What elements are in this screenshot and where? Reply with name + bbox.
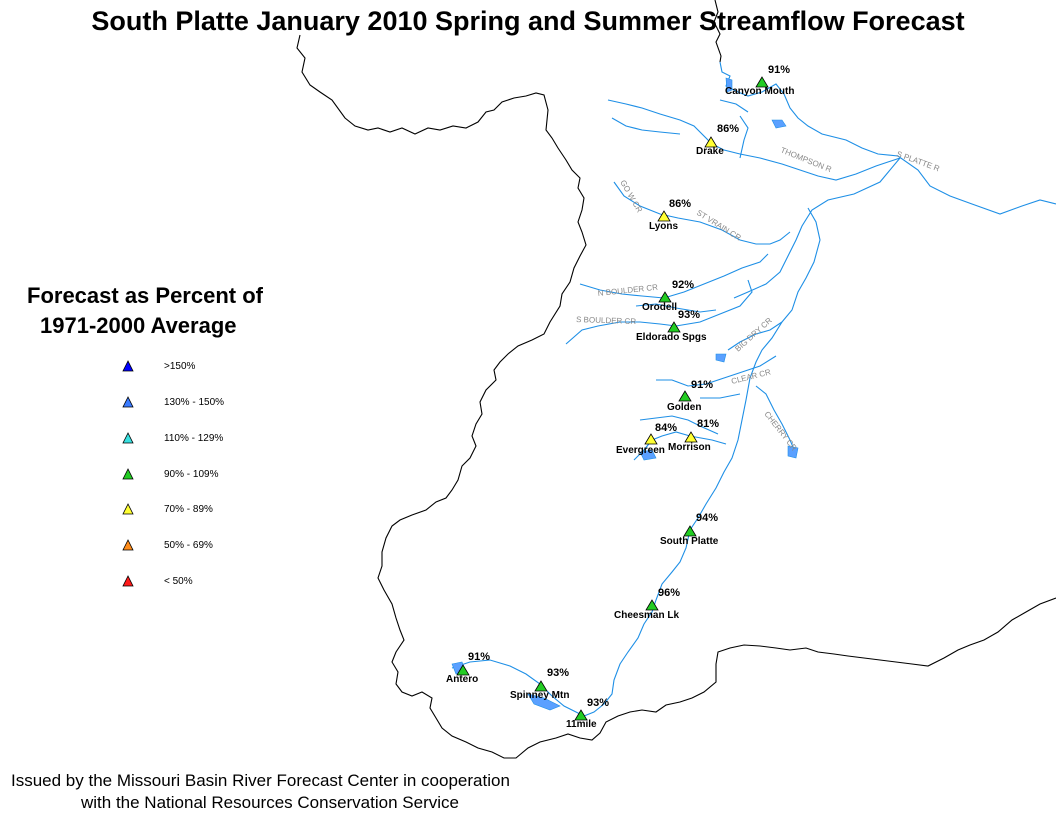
footer-line2: with the National Resources Conservation… <box>81 793 459 812</box>
station-marker <box>658 291 672 303</box>
station-antero: 91% Antero <box>446 651 490 685</box>
station-evergreen: 84% Evergreen <box>616 422 677 456</box>
station-marker <box>667 321 681 333</box>
station-percent: 86% <box>717 123 739 135</box>
river-label-s-boulder: S BOULDER CR <box>576 315 637 326</box>
station-marker <box>683 525 697 537</box>
station-percent: 86% <box>669 198 691 210</box>
station-name: Drake <box>696 146 724 157</box>
station-name: Antero <box>446 674 478 685</box>
station-name: Lyons <box>649 221 679 232</box>
station-percent: 91% <box>691 379 713 391</box>
station-percent: 96% <box>658 587 680 599</box>
river-label-n-boulder: N BOULDER CR <box>597 283 658 298</box>
station-morrison: 81% Morrison <box>668 418 719 453</box>
legend-label: 90% - 109% <box>164 469 219 480</box>
legend-triangle-icon <box>122 539 134 551</box>
legend-triangle-icon <box>122 575 134 587</box>
station-11mile: 93% 11mile <box>566 697 609 730</box>
station-cheesman-lk: 96% Cheesman Lk <box>614 587 680 621</box>
station-eldorado-spgs: 93% Eldorado Spgs <box>636 309 707 343</box>
river-label-cherry: CHERRY CR <box>762 410 798 453</box>
station-south-platte: 94% South Platte <box>660 512 719 547</box>
station-name: Evergreen <box>616 445 665 456</box>
station-marker <box>644 433 658 445</box>
legend-triangle-icon <box>122 360 134 372</box>
station-marker <box>684 431 698 443</box>
forecast-stations: 91% Canyon Mouth 86% Drake 86% Lyons 92%… <box>446 64 794 730</box>
page-title: South Platte January 2010 Spring and Sum… <box>91 6 965 36</box>
footer-credit: Issued by the Missouri Basin River Forec… <box>11 770 510 814</box>
legend-label: 50% - 69% <box>164 540 213 551</box>
station-percent: 93% <box>587 697 609 709</box>
station-percent: 91% <box>468 651 490 663</box>
river-network <box>451 61 1056 717</box>
station-lyons: 86% Lyons <box>649 198 691 232</box>
station-drake: 86% Drake <box>696 123 739 157</box>
basin-boundary <box>296 34 1056 759</box>
station-name: Spinney Mtn <box>510 690 569 701</box>
station-marker <box>574 709 588 721</box>
station-orodell: 92% Orodell <box>642 279 694 313</box>
station-marker <box>755 76 769 88</box>
station-marker <box>534 680 548 692</box>
station-marker <box>704 136 718 148</box>
station-name: Canyon Mouth <box>725 86 794 97</box>
river-label-st-vrain: ST VRAIN CR <box>695 208 743 243</box>
station-golden: 91% Golden <box>667 379 713 413</box>
legend-triangle-icon <box>122 432 134 444</box>
footer-line1: Issued by the Missouri Basin River Forec… <box>11 771 510 790</box>
legend-label: >150% <box>164 361 196 372</box>
legend-title-line1: Forecast as Percent of <box>27 283 263 308</box>
station-name: Golden <box>667 402 701 413</box>
legend-label: 70% - 89% <box>164 504 213 515</box>
legend-label: < 50% <box>164 576 193 587</box>
legend-label: 110% - 129% <box>164 433 224 444</box>
station-name: South Platte <box>660 536 719 547</box>
station-percent: 93% <box>547 667 569 679</box>
river-label-go-w-cr: GO W CR <box>618 179 644 215</box>
station-percent: 94% <box>696 512 718 524</box>
legend-title: Forecast as Percent of 1971-2000 Average <box>27 281 327 341</box>
legend-title-line2: 1971-2000 Average <box>40 313 237 338</box>
station-name: Morrison <box>668 442 711 453</box>
station-marker <box>456 664 470 676</box>
legend-label: 130% - 150% <box>164 397 225 408</box>
station-percent: 84% <box>655 422 677 434</box>
station-name: 11mile <box>566 719 597 730</box>
station-spinney-mtn: 93% Spinney Mtn <box>510 667 569 701</box>
river-labels: THOMPSON R S PLATTE R GO W CR ST VRAIN C… <box>576 146 941 453</box>
river-label-thompson: THOMPSON R <box>779 146 833 175</box>
station-marker <box>645 599 659 611</box>
legend-triangle-icon <box>122 503 134 515</box>
station-name: Orodell <box>642 302 677 313</box>
station-marker <box>678 390 692 402</box>
state-boundary-top <box>713 0 722 63</box>
legend-triangle-icon <box>122 396 134 408</box>
station-name: Cheesman Lk <box>614 610 679 621</box>
station-percent: 92% <box>672 279 694 291</box>
river-label-big-dry: BIG DRY CR <box>733 316 774 354</box>
river-label-clear: CLEAR CR <box>730 367 772 386</box>
station-canyon-mouth: 91% Canyon Mouth <box>725 64 794 97</box>
station-marker <box>657 210 671 222</box>
station-percent: 93% <box>678 309 700 321</box>
station-percent: 91% <box>768 64 790 76</box>
station-percent: 81% <box>697 418 719 430</box>
legend-triangle-icon <box>122 468 134 480</box>
station-name: Eldorado Spgs <box>636 332 707 343</box>
